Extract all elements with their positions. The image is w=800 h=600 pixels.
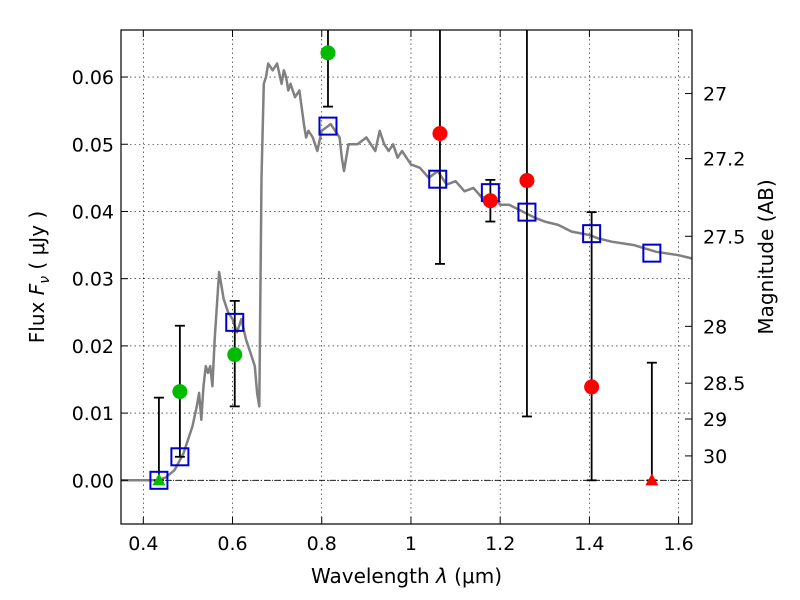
y2-tick-label: 29 <box>703 409 727 431</box>
y2-axis-label: Magnitude (AB) <box>754 179 778 334</box>
observed-flux-point <box>584 379 600 395</box>
model-sed-line <box>121 62 693 482</box>
error-bars <box>153 30 657 482</box>
y2-tick-label: 27.2 <box>703 149 745 171</box>
model-photometry-square <box>225 312 245 332</box>
y-axis-label: Flux Fν ( μJy ) <box>25 211 53 343</box>
y-tick-label: 0.01 <box>72 403 114 425</box>
observed-flux-point <box>482 193 498 209</box>
y-tick-label: 0.04 <box>72 201 114 223</box>
data-markers <box>149 45 662 490</box>
observed-flux-point <box>172 384 188 400</box>
model-sed-layer <box>121 62 693 482</box>
x-tick-label: 0.8 <box>307 533 337 555</box>
observed-flux-point <box>432 126 448 142</box>
y-tick-label: 0.00 <box>72 470 114 492</box>
x-axis-label: Wavelength λ (μm) <box>311 564 502 588</box>
observed-flux-point <box>227 347 243 363</box>
y2-tick-label: 27.5 <box>703 226 745 248</box>
y-tick-labels: 0.00 0.01 0.02 0.03 0.04 0.05 0.06 <box>72 67 114 492</box>
y2-tick-label: 28 <box>703 316 727 338</box>
x-tick-label: 1.2 <box>485 533 515 555</box>
grid <box>121 30 692 524</box>
plot-frame <box>120 29 693 525</box>
observed-flux-point <box>320 45 336 61</box>
y2-tick-labels: 27 27.2 27.5 28 28.5 29 30 <box>703 84 745 468</box>
model-photometry-square <box>428 169 448 189</box>
y-tick-label: 0.02 <box>72 336 114 358</box>
x-tick-label: 1 <box>405 533 417 555</box>
ticks <box>121 30 692 524</box>
y-tick-label: 0.05 <box>72 134 114 156</box>
y2-tick-label: 28.5 <box>703 373 745 395</box>
model-photometry-square <box>642 243 662 263</box>
observed-flux-point <box>519 173 535 189</box>
upper-limit-triangle <box>152 473 166 486</box>
upper-limit-triangle <box>645 473 659 486</box>
model-photometry-square <box>318 116 338 136</box>
model-photometry-square <box>149 470 169 490</box>
y-tick-label: 0.03 <box>72 269 114 291</box>
x-tick-labels: 0.4 0.6 0.8 1 1.2 1.4 1.6 <box>128 533 694 555</box>
x-tick-label: 0.6 <box>217 533 247 555</box>
y-tick-label: 0.06 <box>72 67 114 89</box>
y2-tick-label: 30 <box>703 446 727 468</box>
model-photometry-square <box>517 202 537 222</box>
y2-tick-label: 27 <box>703 84 727 106</box>
x-tick-label: 0.4 <box>128 533 158 555</box>
model-photometry-square <box>170 447 190 467</box>
model-photometry-square <box>582 224 602 244</box>
x-tick-label: 1.4 <box>574 533 604 555</box>
x-tick-label: 1.6 <box>664 533 694 555</box>
